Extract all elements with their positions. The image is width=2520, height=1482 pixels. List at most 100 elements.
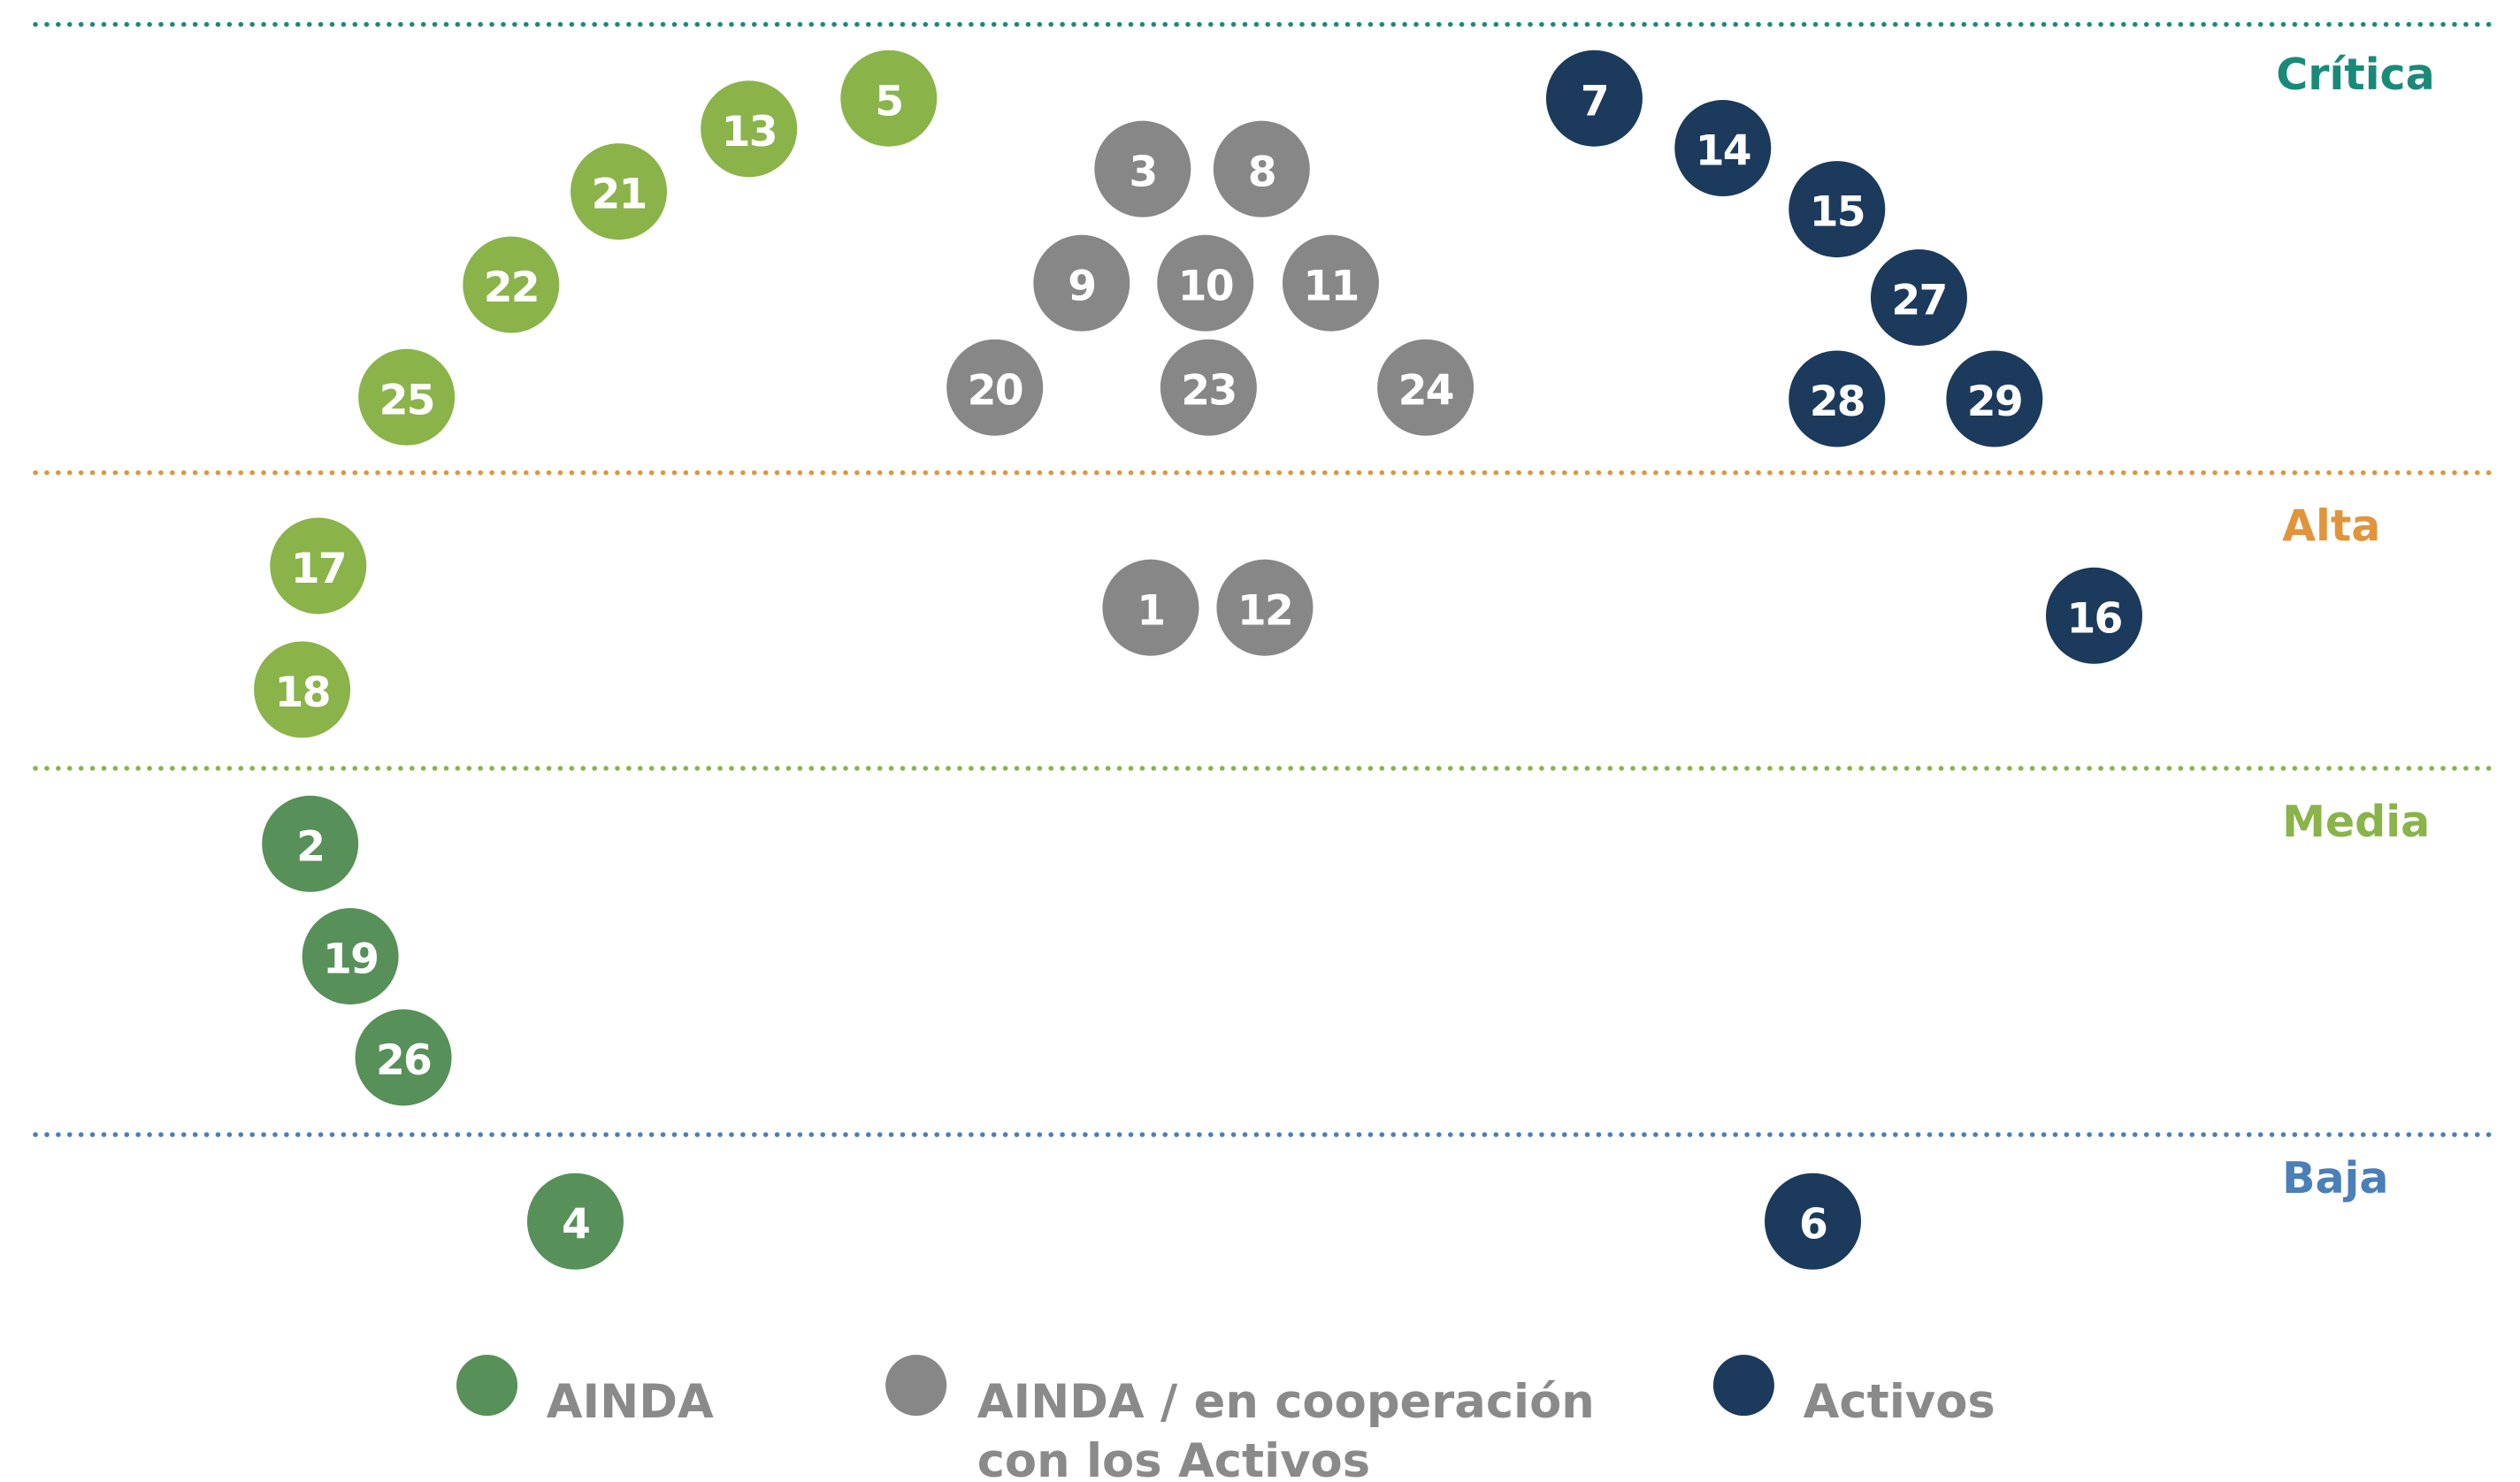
node-circle <box>1674 100 1772 197</box>
band-label: Alta <box>2282 500 2380 552</box>
node: 24 <box>1377 339 1474 436</box>
legend-label: con los Activos <box>977 1434 1370 1482</box>
node-number: 2 <box>296 822 324 871</box>
node: 1 <box>1102 559 1199 656</box>
node-number: 26 <box>376 1036 431 1085</box>
node-circle <box>1160 339 1257 436</box>
node: 15 <box>1789 161 1886 258</box>
node-circle <box>840 50 938 147</box>
node-circle <box>571 143 668 241</box>
node-circle <box>1213 120 1310 218</box>
legend-swatch <box>456 1355 518 1417</box>
node: 4 <box>526 1173 624 1270</box>
node-circle <box>1789 161 1886 258</box>
node-circle <box>1765 1173 1862 1270</box>
node-number: 10 <box>1178 262 1233 310</box>
node-number: 22 <box>484 264 539 312</box>
node: 9 <box>1033 234 1130 332</box>
node-number: 28 <box>1810 378 1865 426</box>
legend-label: AINDA / en cooperación <box>977 1375 1595 1429</box>
node-number: 25 <box>379 376 434 424</box>
node: 26 <box>355 1009 452 1106</box>
node-number: 19 <box>323 936 378 984</box>
node-number: 29 <box>1967 378 2022 426</box>
node-number: 8 <box>1248 148 1275 196</box>
node-circle <box>1789 350 1886 447</box>
node: 27 <box>1870 249 1967 347</box>
node: 8 <box>1213 120 1310 218</box>
node-circle <box>1377 339 1474 436</box>
node-number: 17 <box>291 545 346 593</box>
band-label: Media <box>2282 796 2430 847</box>
legend-swatch <box>885 1355 947 1417</box>
node-number: 16 <box>2066 594 2121 643</box>
node-circle <box>1282 234 1379 332</box>
node-circle <box>701 80 798 178</box>
node-circle <box>1545 50 1643 147</box>
node-number: 6 <box>1799 1200 1827 1249</box>
band-label: Baja <box>2282 1152 2388 1203</box>
node-circle <box>270 517 367 615</box>
node-circle <box>262 795 359 892</box>
node: 14 <box>1674 100 1772 197</box>
node: 22 <box>463 236 560 333</box>
node-number: 15 <box>1810 188 1865 237</box>
node-number: 21 <box>591 171 646 219</box>
node-number: 18 <box>275 668 330 717</box>
node: 2 <box>262 795 359 892</box>
node: 10 <box>1157 234 1254 332</box>
node-circle <box>254 641 351 738</box>
node: 29 <box>1946 350 2043 447</box>
node-number: 20 <box>968 366 1023 415</box>
node-circle <box>526 1173 624 1270</box>
node-circle <box>1102 559 1199 656</box>
node: 13 <box>701 80 798 178</box>
node: 18 <box>254 641 351 738</box>
legend-label: AINDA <box>547 1375 714 1429</box>
node-circle <box>463 236 560 333</box>
node: 17 <box>270 517 367 615</box>
node-number: 24 <box>1398 366 1453 415</box>
node: 21 <box>571 143 668 241</box>
node-number: 13 <box>722 108 777 157</box>
node-circle <box>358 348 456 446</box>
node: 7 <box>1545 50 1643 147</box>
node: 6 <box>1765 1173 1862 1270</box>
node-circle <box>1216 559 1314 656</box>
node-circle <box>1946 350 2043 447</box>
node-circle <box>1094 120 1191 218</box>
node-number: 5 <box>875 77 902 126</box>
node-circle <box>302 907 399 1005</box>
node-circle <box>2045 567 2143 664</box>
node-circle <box>355 1009 452 1106</box>
node-number: 27 <box>1891 277 1946 325</box>
node: 20 <box>946 339 1044 436</box>
node-number: 1 <box>1137 586 1164 635</box>
node: 25 <box>358 348 456 446</box>
node: 28 <box>1789 350 1886 447</box>
node-circle <box>1157 234 1254 332</box>
node: 3 <box>1094 120 1191 218</box>
node-number: 12 <box>1237 586 1292 635</box>
node-number: 14 <box>1696 127 1750 176</box>
node: 23 <box>1160 339 1257 436</box>
node: 19 <box>302 907 399 1005</box>
node-number: 23 <box>1181 366 1236 415</box>
node: 5 <box>840 50 938 147</box>
node-number: 9 <box>1068 262 1095 310</box>
band-label: Crítica <box>2276 49 2434 100</box>
node-number: 4 <box>562 1200 589 1249</box>
node-number: 3 <box>1129 148 1156 196</box>
node: 12 <box>1216 559 1314 656</box>
node-circle <box>1033 234 1130 332</box>
node-circle <box>946 339 1044 436</box>
legend-label: Activos <box>1804 1375 1995 1429</box>
node: 11 <box>1282 234 1379 332</box>
legend-swatch <box>1712 1355 1774 1417</box>
node-circle <box>1870 249 1967 347</box>
node: 16 <box>2045 567 2143 664</box>
node-number: 11 <box>1303 262 1358 310</box>
node-number: 7 <box>1581 77 1608 126</box>
